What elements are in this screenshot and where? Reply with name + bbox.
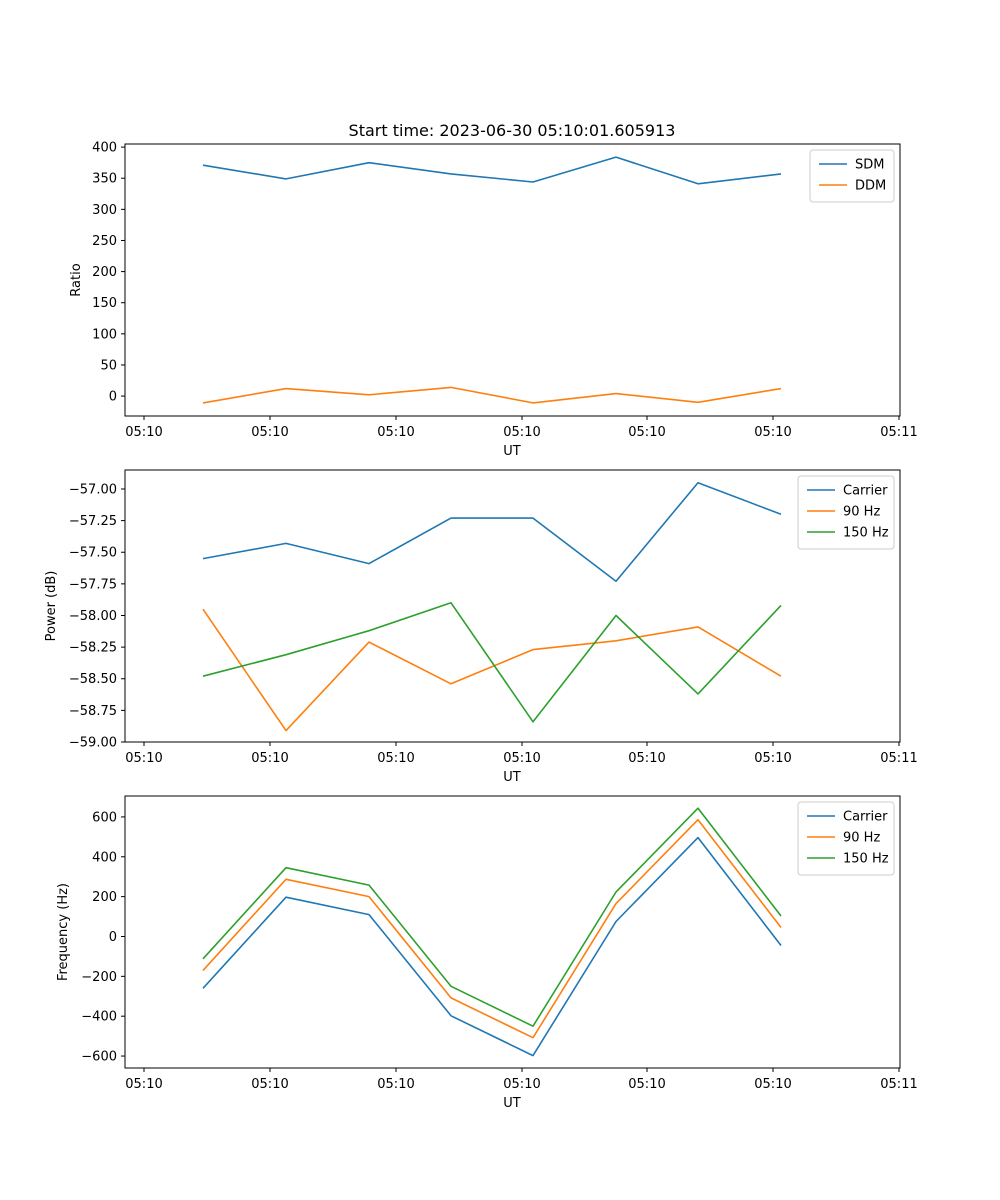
ratio-legend: SDM DDM [809, 149, 895, 203]
ratio-panel: 05:10 05:10 05:10 05:10 05:10 05:10 05:11 UT 0 50… [69, 141, 918, 459]
ratio-x-tick-label: 05:11 [880, 425, 917, 440]
power-series-150-hz [202, 601, 782, 723]
ratio-x-tick-label: 05:10 [377, 425, 414, 440]
power-x-tick-label: 05:10 [754, 751, 791, 766]
frequency-y-tick-label: 600 [92, 810, 117, 825]
power-x-tick-label: 05:10 [628, 751, 665, 766]
frequency-series-90-hz [202, 818, 782, 1039]
power-y-axis-label: Power (dB) [44, 571, 59, 642]
frequency-x-tick-label: 05:10 [251, 1077, 288, 1092]
ratio-y-tick-label: 200 [92, 265, 117, 280]
frequency-x-axis-label: UT [503, 1096, 521, 1111]
power-panel: 05:10 05:10 05:10 05:10 05:10 05:10 05:11 UT −59… [44, 469, 918, 785]
frequency-legend-label: 90 Hz [843, 831, 880, 846]
frequency-y-tick-label: −400 [81, 1010, 117, 1025]
power-x-tick-label: 05:10 [125, 751, 162, 766]
ratio-y-tick-label: 250 [92, 234, 117, 249]
ratio-plot-frame [124, 143, 901, 417]
power-x-tick-label: 05:10 [377, 751, 414, 766]
frequency-series-150-hz [202, 807, 782, 1027]
frequency-x-tick-label: 05:10 [125, 1077, 162, 1092]
ratio-x-tick-label: 05:10 [628, 425, 665, 440]
ratio-x-axis-label: UT [503, 444, 521, 459]
frequency-series-carrier [202, 836, 782, 1057]
ratio-y-tick-label: 400 [92, 141, 117, 156]
power-y-tick-label: −58.25 [69, 641, 117, 656]
ratio-series-sdm [202, 156, 782, 185]
frequency-y-tick-label: −200 [81, 970, 117, 985]
frequency-legend-label: Carrier [843, 810, 888, 825]
ratio-y-axis-label: Ratio [69, 263, 84, 296]
power-y-tick-label: −58.00 [69, 609, 117, 624]
ratio-x-tick-label: 05:10 [125, 425, 162, 440]
power-legend-box [797, 475, 895, 550]
power-y-tick-label: −58.50 [69, 672, 117, 687]
ratio-x-tick-label: 05:10 [503, 425, 540, 440]
frequency-y-axis-label: Frequency (Hz) [56, 883, 71, 981]
ratio-series-ddm [202, 386, 782, 404]
power-y-tick-label: −57.00 [69, 482, 117, 497]
power-legend-label: 90 Hz [843, 505, 880, 520]
ratio-legend-box [809, 149, 895, 203]
frequency-x-tick-label: 05:10 [503, 1077, 540, 1092]
frequency-y-tick-label: −600 [81, 1050, 117, 1065]
frequency-y-tick-label: 400 [92, 850, 117, 865]
power-y-tick-label: −59.00 [69, 736, 117, 751]
power-plot-frame [124, 469, 901, 743]
ratio-y-tick-label: 50 [100, 358, 117, 373]
ratio-y-tick-label: 150 [92, 296, 117, 311]
ratio-y-tick-label: 350 [92, 172, 117, 187]
power-series-90-hz [202, 608, 782, 732]
frequency-legend-label: 150 Hz [843, 852, 889, 867]
ratio-x-tick-label: 05:10 [251, 425, 288, 440]
frequency-x-tick-label: 05:11 [880, 1077, 917, 1092]
power-y-tick-label: −58.75 [69, 704, 117, 719]
power-x-tick-label: 05:10 [503, 751, 540, 766]
ratio-y-tick-label: 0 [109, 390, 117, 405]
power-x-tick-label: 05:11 [880, 751, 917, 766]
power-y-tick-label: −57.25 [69, 514, 117, 529]
power-x-tick-label: 05:10 [251, 751, 288, 766]
power-series-carrier [202, 481, 782, 583]
frequency-legend: Carrier 90 Hz 150 Hz [797, 801, 895, 876]
ratio-y-tick-label: 300 [92, 203, 117, 218]
frequency-panel: 05:10 05:10 05:10 05:10 05:10 05:10 05:11 UT −60… [56, 795, 918, 1111]
frequency-legend-box [797, 801, 895, 876]
frequency-x-tick-label: 05:10 [754, 1077, 791, 1092]
power-legend-label: Carrier [843, 484, 888, 499]
power-legend: Carrier 90 Hz 150 Hz [797, 475, 895, 550]
frequency-x-tick-label: 05:10 [377, 1077, 414, 1092]
power-y-tick-label: −57.75 [69, 577, 117, 592]
ratio-legend-label: SDM [855, 158, 884, 173]
ratio-legend-label: DDM [855, 179, 886, 194]
frequency-plot-frame [124, 795, 901, 1069]
frequency-y-tick-label: 0 [109, 930, 117, 945]
power-y-tick-label: −57.50 [69, 546, 117, 561]
power-legend-label: 150 Hz [843, 526, 889, 541]
frequency-y-tick-label: 200 [92, 890, 117, 905]
power-x-axis-label: UT [503, 770, 521, 785]
ratio-x-tick-label: 05:10 [754, 425, 791, 440]
frequency-x-tick-label: 05:10 [628, 1077, 665, 1092]
figure-title: Start time: 2023-06-30 05:10:01.605913 [349, 121, 676, 140]
ratio-y-tick-label: 100 [92, 327, 117, 342]
